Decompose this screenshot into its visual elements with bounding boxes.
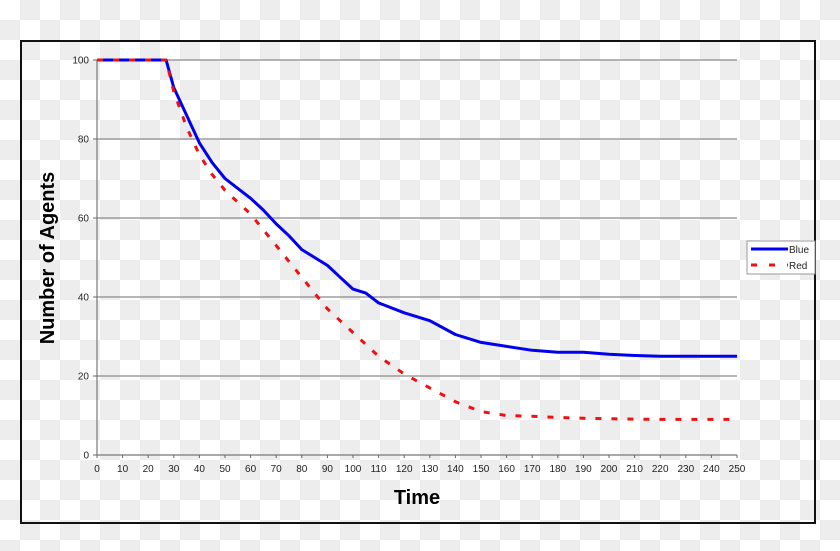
x-tick-label: 220	[652, 464, 669, 475]
series-lines	[97, 58, 737, 421]
y-tick-label: 100	[72, 56, 89, 67]
chart-frame	[20, 40, 816, 524]
x-tick-label: 180	[549, 464, 566, 475]
legend-label-blue: Blue	[789, 245, 809, 256]
x-tick-label: 210	[626, 464, 643, 475]
x-tick-label: 150	[473, 464, 490, 475]
x-tick-label: 120	[396, 464, 413, 475]
x-tick-label: 60	[245, 464, 257, 475]
x-tick-label: 190	[575, 464, 592, 475]
x-tick-label: 160	[498, 464, 515, 475]
x-axis-ticks: 0 10 20 30 40 50 60 70 80 90 100 110 120 130 140 150 160…	[94, 455, 746, 475]
y-tick-label: 60	[78, 214, 90, 225]
x-tick-label: 30	[168, 464, 180, 475]
x-tick-label: 50	[219, 464, 231, 475]
x-tick-label: 200	[601, 464, 618, 475]
legend: Blue Red	[746, 240, 816, 275]
x-tick-label: 20	[143, 464, 155, 475]
x-axis-title: Time	[394, 487, 440, 509]
x-tick-label: 140	[447, 464, 464, 475]
x-tick-label: 90	[322, 464, 334, 475]
series-line-red	[97, 58, 737, 421]
x-tick-label: 250	[729, 464, 746, 475]
x-tick-label: 100	[345, 464, 362, 475]
x-tick-label: 10	[117, 464, 129, 475]
y-tick-label: 0	[83, 451, 89, 462]
x-tick-label: 230	[677, 464, 694, 475]
series-line-blue	[97, 58, 737, 358]
y-axis-title: Number of Agents	[37, 172, 59, 345]
y-tick-label: 40	[78, 293, 90, 304]
x-tick-label: 110	[371, 464, 387, 475]
y-axis-ticks: 0 20 40 60 80 100	[72, 56, 97, 462]
x-tick-label: 0	[94, 464, 100, 475]
x-tick-label: 40	[194, 464, 206, 475]
x-tick-label: 80	[296, 464, 308, 475]
gridlines	[97, 59, 737, 377]
x-tick-label: 130	[421, 464, 438, 475]
x-tick-label: 170	[524, 464, 541, 475]
axes	[96, 60, 737, 456]
x-tick-label: 70	[271, 464, 283, 475]
y-tick-label: 80	[78, 135, 90, 146]
x-tick-label: 240	[703, 464, 720, 475]
y-tick-label: 20	[78, 372, 90, 383]
legend-label-red: Red	[789, 261, 807, 272]
